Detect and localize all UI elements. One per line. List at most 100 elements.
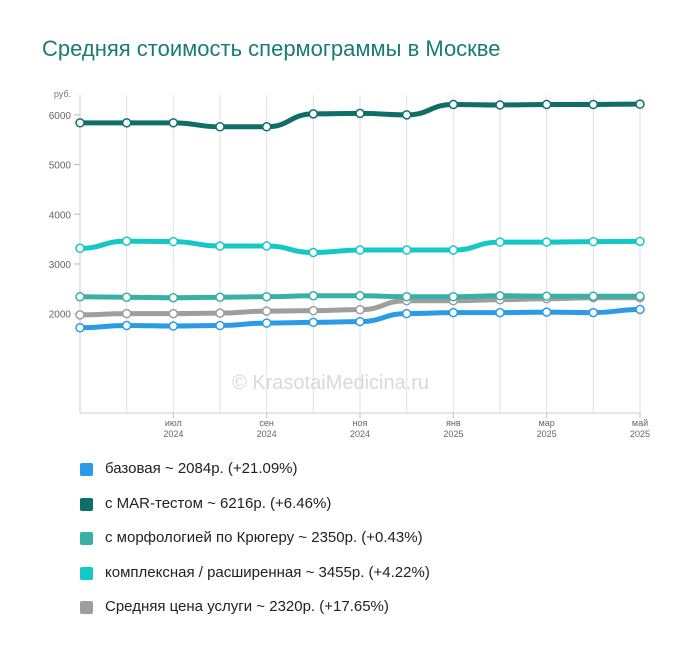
data-point: [401, 110, 412, 120]
y-tick-label: 3000: [49, 260, 72, 271]
data-point: [168, 321, 179, 331]
x-tick-year: 2025: [443, 429, 463, 439]
x-tick-month: мар: [539, 418, 555, 428]
legend-label: базовая ~ 2084р. (+21.09%): [105, 460, 298, 477]
data-point: [121, 320, 132, 331]
data-point: [308, 290, 319, 301]
data-point: [635, 291, 645, 301]
data-point: [588, 307, 599, 318]
data-point: [495, 307, 505, 318]
watermark: © KrasotaiMedicina.ru: [232, 372, 429, 394]
legend-label: комплексная / расширенная ~ 3455р. (+4.2…: [105, 563, 430, 581]
data-point: [355, 304, 365, 315]
chart-title: Средняя стоимость спермограммы в Москве: [42, 36, 501, 61]
data-point: [215, 308, 225, 318]
data-point: [121, 292, 132, 302]
legend-swatch: [80, 463, 93, 476]
legend-item[interactable]: комплексная / расширенная ~ 3455р. (+4.2…: [80, 564, 430, 599]
data-point: [308, 247, 319, 258]
legend-item[interactable]: с MAR-тестом ~ 6216р. (+6.46%): [80, 495, 430, 530]
data-point: [75, 243, 85, 254]
data-point: [261, 122, 272, 132]
data-point: [448, 291, 459, 302]
x-tick-month: май: [632, 418, 648, 428]
x-tick-year: 2024: [163, 429, 183, 439]
data-point: [588, 236, 599, 247]
data-point: [75, 310, 85, 320]
data-point: [401, 245, 412, 255]
data-point: [261, 291, 272, 302]
data-point: [495, 237, 505, 247]
watermark-group: © KrasotaiMedicina.ru: [232, 372, 429, 394]
x-tick-year: 2025: [537, 429, 557, 439]
data-point: [215, 292, 225, 302]
data-point: [448, 245, 459, 255]
data-point: [635, 99, 645, 109]
data-point: [308, 317, 319, 328]
grid: [126, 95, 641, 413]
data-point: [261, 306, 272, 316]
data-point: [635, 304, 645, 315]
data-point: [635, 236, 645, 247]
data-point: [121, 236, 132, 246]
data-point: [168, 118, 179, 128]
data-point: [75, 291, 85, 302]
y-unit-label: руб.: [54, 89, 71, 99]
data-point: [448, 307, 459, 318]
data-point: [588, 99, 599, 110]
data-point: [448, 99, 459, 110]
data-point: [261, 241, 272, 251]
data-point: [541, 307, 552, 317]
legend-item[interactable]: с морфологией по Крюгеру ~ 2350р. (+0.43…: [80, 529, 430, 564]
data-point: [541, 237, 552, 247]
x-tick-month: сен: [259, 418, 274, 428]
data-point: [261, 318, 272, 328]
x-tick-year: 2025: [630, 429, 650, 439]
legend-item[interactable]: базовая ~ 2084р. (+21.09%): [80, 460, 430, 495]
data-point: [355, 290, 365, 301]
legend-swatch: [80, 566, 93, 580]
data-point: [168, 308, 179, 319]
legend-label: Средняя цена услуги ~ 2320р. (+17.65%): [105, 598, 389, 615]
data-point: [541, 291, 552, 301]
data-point: [355, 316, 365, 327]
data-point: [355, 245, 365, 255]
x-tick-year: 2024: [257, 429, 277, 439]
data-point: [541, 99, 552, 110]
series-points: [75, 99, 645, 333]
data-point: [308, 109, 319, 119]
legend-label: с морфологией по Крюгеру ~ 2350р. (+0.43…: [105, 529, 423, 546]
data-point: [168, 236, 179, 247]
y-tick-label: 4000: [49, 210, 72, 221]
x-tick-month: июл: [165, 418, 182, 428]
data-point: [75, 323, 85, 333]
data-point: [121, 118, 132, 128]
data-point: [215, 320, 225, 331]
data-point: [401, 291, 412, 302]
line-chart: © KrasotaiMedicina.ru 2000 3000 4000 5000 60…: [49, 89, 650, 439]
data-point: [121, 308, 132, 319]
y-tick-label: 2000: [49, 310, 72, 321]
legend-item[interactable]: Средняя цена услуги ~ 2320р. (+17.65%): [80, 598, 430, 633]
legend-label: с MAR-тестом ~ 6216р. (+6.46%): [105, 494, 332, 512]
data-point: [168, 292, 179, 303]
legend-swatch: [80, 532, 93, 545]
data-point: [355, 108, 365, 119]
legend-swatch: [80, 497, 93, 511]
y-tick-label: 5000: [49, 161, 72, 172]
data-point: [495, 290, 505, 301]
y-tick-label: 6000: [49, 111, 72, 122]
data-point: [75, 118, 85, 128]
axes: [74, 95, 641, 418]
data-point: [588, 291, 599, 301]
x-tick-year: 2024: [350, 429, 370, 439]
data-point: [308, 305, 319, 316]
x-tick-month: ноя: [353, 418, 368, 428]
data-point: [215, 122, 225, 132]
data-point: [215, 241, 225, 251]
axis-labels: 20003000400050006000руб.июл2024сен2024но…: [49, 89, 650, 439]
data-point: [495, 100, 505, 110]
data-point: [401, 308, 412, 319]
legend: базовая ~ 2084р. (+21.09%) с MAR-тестом ~…: [80, 460, 430, 633]
x-tick-month: янв: [446, 418, 461, 428]
